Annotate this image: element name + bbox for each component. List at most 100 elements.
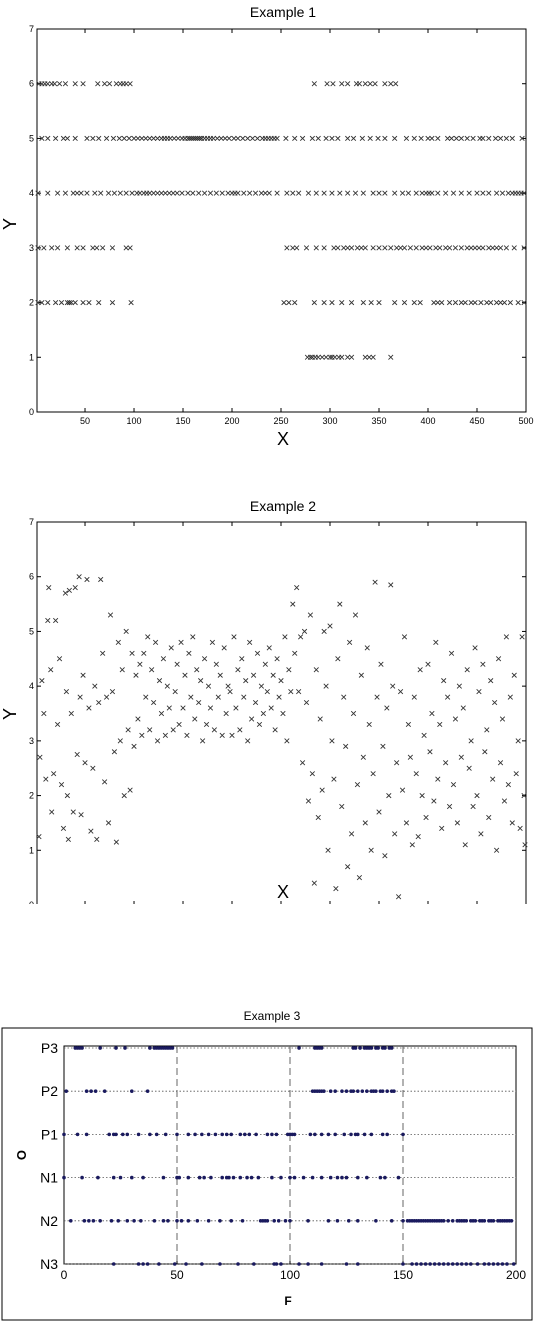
- data-point: [84, 1089, 89, 1093]
- data-point: [466, 765, 472, 771]
- data-point: [419, 245, 425, 251]
- data-point: [164, 683, 170, 689]
- data-point: [311, 299, 317, 306]
- data-point: [403, 820, 410, 826]
- data-point: [339, 354, 345, 360]
- data-point: [345, 135, 351, 142]
- data-point: [500, 1262, 505, 1266]
- data-point: [35, 299, 41, 306]
- data-point: [240, 135, 246, 142]
- data-point: [274, 135, 280, 142]
- data-point: [84, 1132, 89, 1137]
- y-tick-label: 5: [29, 626, 34, 636]
- data-point: [133, 672, 139, 678]
- data-point: [62, 190, 69, 196]
- data-point: [329, 299, 335, 306]
- data-point: [419, 1262, 423, 1266]
- data-point: [274, 656, 280, 662]
- data-point: [458, 190, 464, 196]
- data-point: [452, 245, 459, 251]
- data-point: [469, 1262, 473, 1266]
- data-point: [249, 1175, 254, 1180]
- figure-example-2: Example 2 0 1 2 3 4 5 6 7 501001502002503003504…: [0, 452, 536, 919]
- plot-area-frame: [63, 1045, 517, 1265]
- data-point: [72, 299, 78, 306]
- data-point: [337, 190, 343, 196]
- data-point: [435, 299, 441, 306]
- data-point: [110, 135, 117, 142]
- data-point: [415, 833, 421, 840]
- data-point: [367, 81, 373, 87]
- data-point: [446, 1218, 451, 1223]
- data-point: [323, 354, 329, 360]
- data-point: [109, 245, 116, 251]
- data-point: [356, 1089, 360, 1093]
- data-point: [446, 1262, 451, 1266]
- data-point: [348, 245, 355, 251]
- data-point: [35, 245, 41, 251]
- data-point: [417, 667, 423, 673]
- chart-title: Example 3: [244, 1009, 301, 1023]
- data-point: [52, 81, 58, 87]
- data-point: [345, 81, 351, 87]
- data-point: [139, 135, 145, 142]
- data-point: [443, 760, 449, 766]
- data-point: [462, 299, 468, 306]
- data-point: [270, 1175, 274, 1180]
- data-point: [458, 245, 464, 251]
- data-point: [128, 299, 134, 306]
- data-point: [136, 1262, 141, 1266]
- data-point: [301, 1175, 306, 1180]
- x-axis-label: F: [284, 1294, 291, 1308]
- data-point: [519, 135, 525, 142]
- data-point: [247, 1132, 252, 1137]
- data-point: [131, 743, 137, 749]
- data-point: [286, 667, 292, 673]
- data-point: [345, 354, 351, 360]
- data-point: [297, 634, 304, 640]
- data-point: [433, 245, 439, 251]
- data-point: [401, 1132, 405, 1137]
- data-point: [96, 1175, 100, 1180]
- data-point: [279, 1175, 283, 1180]
- data-point: [45, 190, 51, 196]
- data-point: [521, 299, 527, 306]
- data-point: [213, 1132, 218, 1137]
- data-point: [353, 1046, 358, 1050]
- data-point: [480, 135, 486, 142]
- data-point: [252, 190, 259, 196]
- data-point: [84, 135, 90, 142]
- data-point: [311, 81, 317, 87]
- data-point: [382, 81, 388, 87]
- data-point: [476, 245, 482, 251]
- data-point: [492, 699, 498, 706]
- data-point: [401, 245, 408, 251]
- data-point: [376, 809, 382, 815]
- data-point: [170, 727, 176, 733]
- data-point: [364, 645, 370, 651]
- data-point: [345, 864, 351, 870]
- data-point: [249, 135, 256, 142]
- data-point: [189, 135, 195, 142]
- data-point: [54, 245, 61, 251]
- data-point: [292, 1132, 297, 1137]
- data-point: [106, 81, 113, 87]
- data-point: [395, 894, 402, 900]
- data-point: [423, 245, 429, 251]
- data-point: [468, 299, 474, 306]
- y-tick-label: 0: [29, 407, 34, 417]
- data-point: [446, 803, 453, 810]
- data-point: [419, 190, 425, 196]
- data-point: [341, 694, 347, 700]
- data-point: [356, 1132, 360, 1137]
- data-point: [98, 190, 104, 196]
- data-point: [382, 190, 388, 196]
- data-point: [417, 299, 423, 306]
- data-point: [292, 650, 298, 656]
- data-point: [186, 1175, 191, 1180]
- data-point: [443, 245, 449, 251]
- data-point: [390, 683, 396, 689]
- y-axis-label: O: [14, 1150, 29, 1160]
- data-point: [283, 1218, 288, 1223]
- data-point: [252, 699, 259, 706]
